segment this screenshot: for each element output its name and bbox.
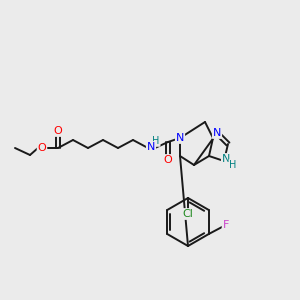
- Text: N: N: [213, 128, 221, 138]
- Text: N: N: [222, 154, 230, 164]
- Text: H: H: [229, 160, 237, 170]
- Text: F: F: [223, 220, 229, 230]
- Text: O: O: [54, 126, 62, 136]
- Text: N: N: [176, 133, 184, 143]
- Text: Cl: Cl: [183, 209, 194, 219]
- Text: O: O: [164, 155, 172, 165]
- Text: O: O: [38, 143, 46, 153]
- Text: H: H: [152, 136, 160, 146]
- Text: N: N: [147, 142, 155, 152]
